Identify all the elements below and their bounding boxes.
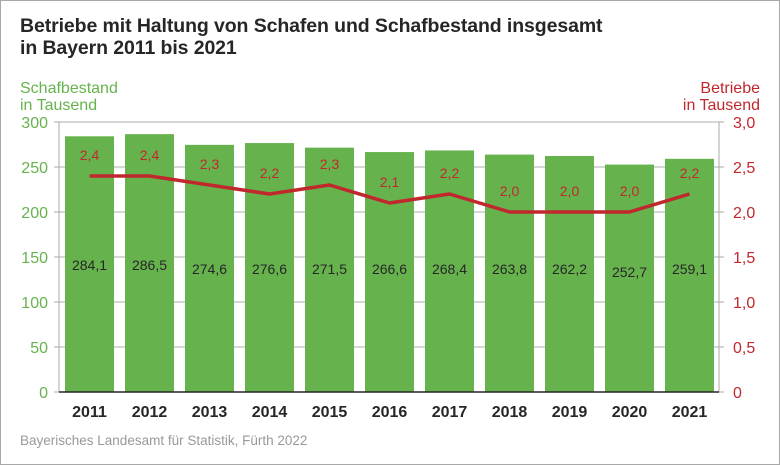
bar-value-label: 268,4 bbox=[432, 261, 467, 277]
bar-2017 bbox=[425, 150, 474, 392]
left-axis-title-line-1: Schafbestand bbox=[20, 80, 118, 97]
left-axis-title: Schafbestand in Tausend bbox=[20, 80, 118, 114]
bar-2016 bbox=[365, 152, 414, 392]
line-value-label: 2,2 bbox=[260, 165, 280, 181]
bar-value-label: 262,2 bbox=[552, 261, 587, 277]
right-axis-title-line-2: in Tausend bbox=[682, 97, 760, 114]
bar-value-label: 266,6 bbox=[372, 261, 407, 277]
bar-value-label: 252,7 bbox=[612, 264, 647, 280]
x-tick-label: 2012 bbox=[132, 404, 168, 421]
left-axis-title-line-2: in Tausend bbox=[20, 97, 98, 114]
right-tick-label: 2,5 bbox=[733, 160, 755, 177]
right-tick-label: 0 bbox=[733, 385, 742, 402]
bar-2020 bbox=[605, 164, 654, 392]
right-tick-label: 2,0 bbox=[733, 205, 755, 222]
right-tick-label: 3,0 bbox=[733, 115, 755, 132]
chart-title: Betriebe mit Haltung von Schafen und Sch… bbox=[20, 15, 603, 59]
bar-value-label: 263,8 bbox=[492, 261, 527, 277]
bar-value-label: 276,6 bbox=[252, 261, 287, 277]
x-tick-label: 2017 bbox=[432, 404, 468, 421]
left-tick-label: 100 bbox=[21, 295, 48, 312]
line-value-label: 2,3 bbox=[320, 156, 340, 172]
line-series bbox=[89, 174, 691, 214]
line-value-label: 2,4 bbox=[80, 147, 100, 163]
bar-value-label: 286,5 bbox=[132, 257, 167, 273]
x-tick-label: 2019 bbox=[552, 404, 588, 421]
line-value-label: 2,2 bbox=[440, 165, 460, 181]
line-value-label: 2,4 bbox=[140, 147, 160, 163]
left-tick-label: 250 bbox=[21, 160, 48, 177]
left-tick-label: 150 bbox=[21, 250, 48, 267]
left-tick-label: 200 bbox=[21, 205, 48, 222]
right-tick-label: 1,5 bbox=[733, 250, 755, 267]
data-labels: 284,1 286,5 274,6 276,6 271,5 266,6 268,4 263,8… bbox=[72, 147, 707, 280]
bar-2011 bbox=[65, 136, 114, 392]
x-tick-label: 2016 bbox=[372, 404, 408, 421]
bar-2018 bbox=[485, 154, 534, 392]
right-axis-title: Betriebe in Tausend bbox=[683, 80, 760, 114]
line-value-label: 2,1 bbox=[380, 174, 400, 190]
x-tick-label: 2021 bbox=[672, 404, 708, 421]
x-tick-label: 2013 bbox=[192, 404, 228, 421]
x-tick-label: 2018 bbox=[492, 404, 528, 421]
right-tick-label: 0,5 bbox=[733, 340, 755, 357]
line-value-label: 2,3 bbox=[200, 156, 220, 172]
betriebe-line bbox=[89, 174, 691, 214]
source-note: Bayerisches Landesamt für Statistik, Für… bbox=[20, 433, 308, 448]
line-value-label: 2,2 bbox=[680, 165, 700, 181]
bar-2019 bbox=[545, 156, 594, 392]
bar-value-label: 259,1 bbox=[672, 261, 707, 277]
bar-value-label: 271,5 bbox=[312, 261, 347, 277]
left-tick-label: 50 bbox=[30, 340, 48, 357]
right-axis-title-line-1: Betriebe bbox=[700, 80, 760, 97]
chart-title-line-1: Betriebe mit Haltung von Schafen und Sch… bbox=[20, 15, 603, 37]
x-tick-label: 2015 bbox=[312, 404, 348, 421]
x-tick-label: 2014 bbox=[252, 404, 288, 421]
bar-2014 bbox=[245, 143, 294, 392]
bar-value-label: 274,6 bbox=[192, 261, 227, 277]
x-tick-label: 2020 bbox=[612, 404, 648, 421]
line-value-label: 2,0 bbox=[620, 183, 640, 199]
line-value-label: 2,0 bbox=[560, 183, 580, 199]
bar-value-label: 284,1 bbox=[72, 257, 107, 273]
x-tick-label: 2011 bbox=[72, 404, 107, 421]
line-value-label: 2,0 bbox=[500, 183, 520, 199]
right-tick-label: 1,0 bbox=[733, 295, 755, 312]
axes bbox=[54, 121, 724, 393]
left-tick-label: 300 bbox=[21, 115, 48, 132]
left-tick-label: 0 bbox=[39, 385, 48, 402]
chart-title-line-2: in Bayern 2011 bis 2021 bbox=[20, 37, 237, 59]
tick-labels: 0 50 100 150 200 250 300 0 0,5 1,0 1,5 2,0 2,5 3,0 201… bbox=[21, 115, 755, 421]
